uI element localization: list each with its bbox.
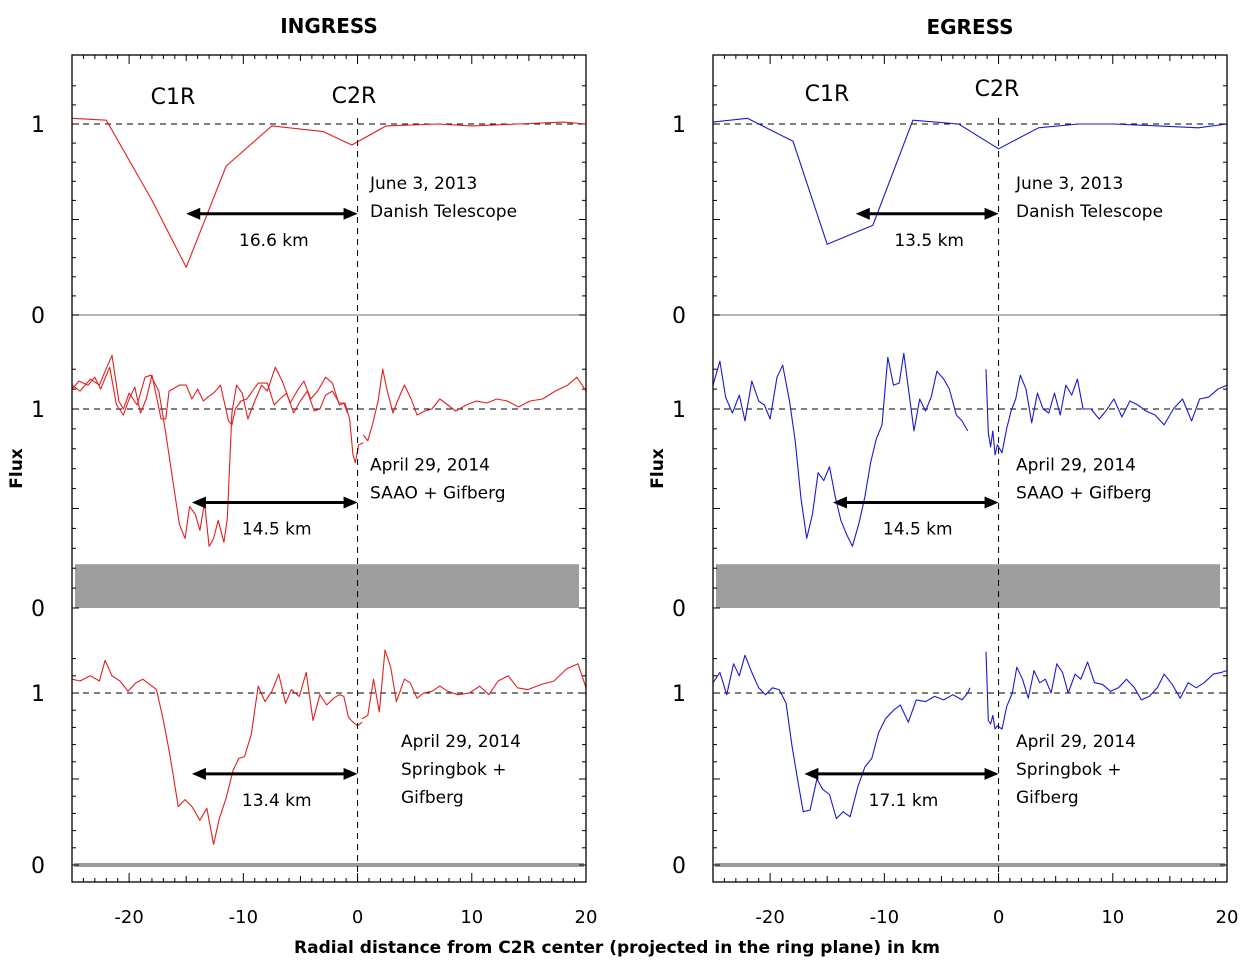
y-tick-label: 0 (31, 597, 45, 622)
annotation-line: April 29, 2014 (401, 732, 521, 752)
arrow-head-right (984, 496, 999, 509)
arrow-label: 16.6 km (239, 231, 309, 251)
plot-frame (712, 54, 1228, 883)
annotation-line: Gifberg (401, 788, 464, 808)
ring-label-c1r: C1R (151, 85, 196, 110)
flux-trace (712, 117, 1228, 245)
arrow-label: 17.1 km (869, 791, 939, 811)
y-tick-label: 1 (31, 398, 45, 423)
annotation-line: SAAO + Gifberg (1016, 484, 1152, 504)
ring-label-c1r: C1R (805, 82, 850, 107)
y-tick-label: 1 (31, 682, 45, 707)
arrow-label: 14.5 km (242, 520, 312, 540)
arrow-head-right (984, 767, 999, 780)
flux-trace (985, 651, 1228, 730)
flux-trace (361, 649, 587, 720)
x-tick-label: 20 (1216, 907, 1239, 928)
arrow-head-left (191, 767, 206, 780)
arrow-label: 13.4 km (242, 791, 312, 811)
plot-frame (71, 54, 587, 883)
subplot-1: 0 1 16.6 km June 3, 2013 Danish Telescope (31, 85, 587, 329)
y-tick-label: 0 (31, 304, 45, 329)
arrow-head-left (191, 496, 206, 509)
arrow-head-left (855, 207, 870, 220)
subplot-2: 0 1 14.5 km April 29, 2014 SAAO + Gifberg (672, 352, 1228, 622)
annotation-line: April 29, 2014 (1016, 732, 1136, 752)
panel-title: INGRESS (280, 14, 378, 38)
arrow-head-right (984, 207, 999, 220)
annotation-line: Springbok + (1016, 760, 1122, 780)
panel-ingress: INGRESS Flux 0 1 16.6 km June 3, 2013 Danish T… (7, 14, 597, 928)
x-tick-label: -10 (229, 907, 258, 928)
y-tick-label: 1 (672, 398, 686, 423)
subplot-3: 0 1 17.1 km April 29, 2014 Springbok + Gifber… (672, 651, 1228, 879)
flux-trace (71, 117, 587, 268)
y-axis-label: Flux (7, 448, 27, 489)
x-tick-label: 0 (352, 907, 363, 928)
annotation-line: Gifberg (1016, 788, 1079, 808)
flux-trace (71, 366, 348, 426)
occulted-band (75, 564, 579, 608)
ring-label-c2r: C2R (975, 77, 1020, 102)
x-tick-label: 0 (993, 907, 1004, 928)
subplot-1: 0 1 13.5 km June 3, 2013 Danish Telescope (672, 85, 1228, 329)
annotation-line: April 29, 2014 (370, 456, 490, 476)
x-tick-label: 10 (1101, 907, 1124, 928)
flux-trace (71, 354, 364, 547)
annotation-line: SAAO + Gifberg (370, 484, 506, 504)
arrow-label: 13.5 km (894, 231, 964, 251)
x-tick-label: -20 (114, 907, 143, 928)
annotation-line: April 29, 2014 (1016, 456, 1136, 476)
flux-trace (985, 369, 1228, 456)
annotation-line: Springbok + (401, 760, 507, 780)
occulted-band (716, 564, 1220, 608)
panels: INGRESS Flux 0 1 16.6 km June 3, 2013 Danish T… (7, 14, 1238, 928)
panel-egress: EGRESS Flux 0 1 13.5 km June 3, 2013 Danish Te… (648, 15, 1238, 928)
x-tick-label: 20 (575, 907, 598, 928)
y-tick-label: 1 (672, 113, 686, 138)
y-tick-label: 0 (672, 597, 686, 622)
arrow-head-left (832, 496, 847, 509)
x-tick-label: -20 (755, 907, 784, 928)
arrow-head-right (343, 496, 358, 509)
annotation-line: Danish Telescope (370, 202, 517, 222)
flux-trace (362, 368, 587, 442)
flux-trace (71, 659, 363, 845)
arrow-head-right (343, 767, 358, 780)
flux-trace (712, 654, 971, 820)
arrow-head-left (804, 767, 819, 780)
x-tick-label: 10 (460, 907, 483, 928)
x-axis-label: Radial distance from C2R center (project… (294, 938, 940, 958)
annotation-line: June 3, 2013 (1015, 174, 1123, 194)
arrow-head-left (186, 207, 201, 220)
ring-label-c2r: C2R (332, 84, 377, 109)
y-tick-label: 1 (672, 682, 686, 707)
y-tick-label: 0 (672, 854, 686, 879)
subplot-3: 0 1 13.4 km April 29, 2014 Springbok + Gifber… (31, 649, 587, 879)
y-axis-label: Flux (648, 448, 668, 489)
x-tick-label: -10 (870, 907, 899, 928)
arrow-label: 14.5 km (883, 520, 953, 540)
subplot-2: 0 1 14.5 km April 29, 2014 SAAO + Gifberg (31, 354, 587, 622)
arrow-head-right (343, 207, 358, 220)
y-tick-label: 0 (31, 854, 45, 879)
annotation-line: June 3, 2013 (369, 174, 477, 194)
flux-trace (712, 352, 969, 547)
y-tick-label: 1 (31, 113, 45, 138)
annotation-line: Danish Telescope (1016, 202, 1163, 222)
panel-title: EGRESS (926, 15, 1013, 39)
y-tick-label: 0 (672, 304, 686, 329)
